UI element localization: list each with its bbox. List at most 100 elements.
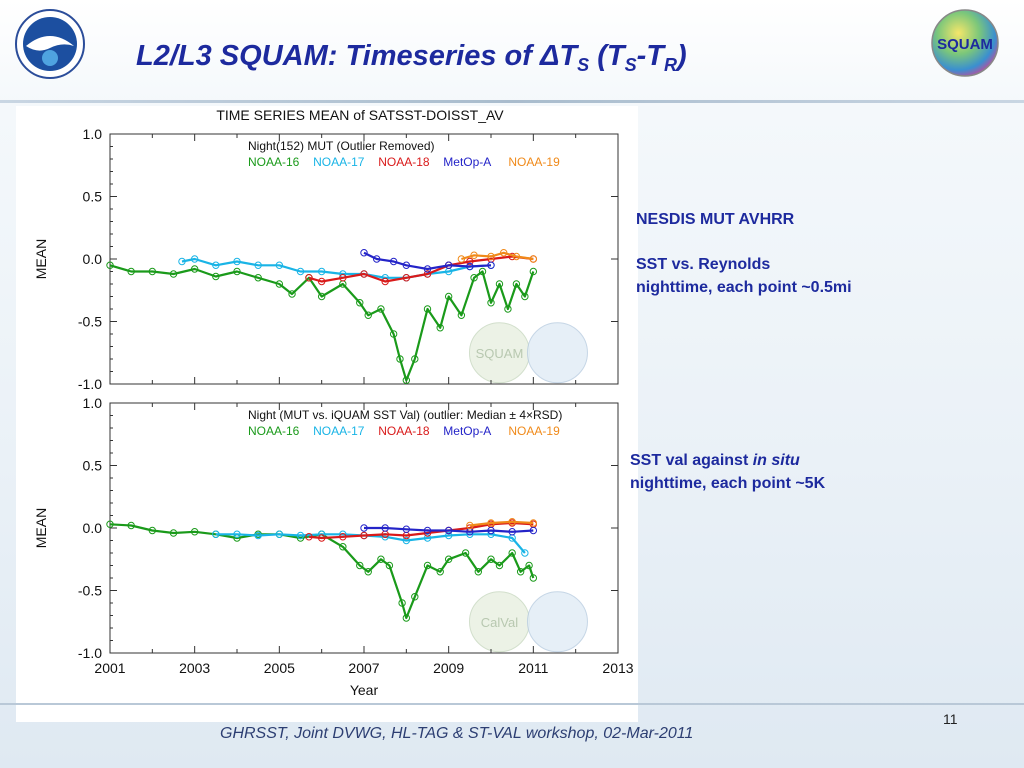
data-point-noaa-16	[127, 521, 135, 530]
data-point-metop-a	[444, 261, 453, 269]
data-point-noaa-17	[296, 531, 305, 540]
legend-entry-noaa-17: NOAA-17	[313, 155, 365, 169]
data-point-noaa-16	[398, 599, 406, 607]
data-point-noaa-16	[127, 267, 135, 276]
data-point-metop-a	[360, 249, 368, 257]
data-point-noaa-16	[470, 274, 478, 282]
data-point-noaa-18	[305, 274, 313, 282]
annotation-bottom-line1: SST val against in situ	[630, 452, 800, 469]
data-point-noaa-16	[288, 290, 296, 298]
data-point-noaa-16	[444, 292, 453, 301]
data-point-noaa-16	[423, 561, 432, 570]
data-point-noaa-16	[106, 520, 114, 528]
data-point-noaa-16	[233, 267, 241, 276]
data-point-noaa-16	[148, 526, 157, 535]
data-point-noaa-18	[305, 533, 313, 541]
y-tick-label-2: 0.0	[83, 520, 103, 536]
data-point-noaa-19	[487, 252, 495, 261]
data-point-noaa-17	[254, 531, 262, 540]
watermark-label-1: SQUAM	[476, 346, 524, 361]
data-point-metop-a	[373, 255, 381, 263]
y-tick-label-1: -1.0	[78, 376, 102, 392]
data-point-noaa-16	[356, 561, 364, 570]
data-point-noaa-17	[233, 530, 241, 538]
timeseries-charts: SQUAM 1.0 0.5 0.0 -0.5 -1.0 MEAN TIME SERIES ME…	[33, 107, 634, 698]
y-axis-label-1: MEAN	[33, 239, 49, 279]
series-line-noaa-17-2	[215, 533, 526, 554]
data-point-noaa-16	[339, 543, 347, 551]
data-point-noaa-16	[106, 261, 114, 269]
data-point-noaa-16	[512, 280, 521, 288]
data-point-noaa-17	[178, 257, 186, 266]
data-point-metop-a	[389, 257, 398, 266]
data-point-noaa-19	[466, 521, 474, 530]
y-tick-label-2: -0.5	[78, 583, 102, 599]
chart-subtitle-2: Night (MUT vs. iQUAM SST Val) (outlier: …	[248, 408, 562, 422]
x-tick-label: 2013	[602, 660, 633, 676]
data-point-noaa-16	[364, 568, 372, 576]
data-point-metop-a	[423, 265, 432, 273]
data-point-noaa-16	[389, 330, 398, 338]
data-point-noaa-16	[356, 299, 364, 307]
data-point-noaa-16	[508, 549, 516, 557]
legend-entry-noaa-18: NOAA-18	[378, 155, 430, 169]
footer-text: GHRSST, Joint DVWG, HL-TAG & ST-VAL work…	[220, 725, 694, 742]
data-point-noaa-16	[516, 568, 525, 576]
data-point-metop-a	[402, 525, 411, 533]
data-point-noaa-16	[525, 561, 533, 570]
watermark-noaa-icon-2	[526, 591, 588, 653]
data-point-metop-a	[444, 526, 453, 535]
watermark-noaa-icon-1	[526, 322, 588, 384]
data-point-noaa-16	[521, 292, 529, 301]
data-point-noaa-16	[402, 614, 411, 622]
data-point-noaa-18	[381, 277, 389, 286]
data-point-noaa-16	[487, 299, 495, 307]
data-point-noaa-17	[444, 531, 453, 540]
data-point-noaa-16	[148, 267, 157, 276]
series-line-noaa-17-1	[181, 257, 492, 279]
data-point-noaa-16	[364, 311, 372, 319]
series-line-metop-a-2	[364, 526, 534, 533]
data-point-noaa-19	[529, 519, 538, 527]
x-tick-label: 2003	[179, 660, 210, 676]
data-point-noaa-18	[360, 531, 368, 540]
x-tick-label: 2007	[348, 660, 379, 676]
data-point-noaa-17	[275, 261, 284, 269]
squam-logo-icon: SQUAM	[931, 9, 999, 77]
legend-entry-noaa-19: NOAA-19	[508, 155, 560, 169]
data-point-noaa-16	[212, 272, 220, 281]
legend-entry-noaa-19: NOAA-19	[508, 424, 560, 438]
x-axis-label: Year	[350, 682, 379, 698]
annotation-top-line1: SST vs. Reynolds	[636, 256, 771, 273]
data-point-noaa-16	[495, 280, 504, 288]
data-point-noaa-18	[339, 533, 347, 541]
data-point-noaa-16	[385, 561, 394, 570]
data-point-noaa-19	[457, 255, 466, 263]
data-point-noaa-19	[500, 249, 508, 257]
annotation-top-line2: nighttime, each point ~0.5mi	[636, 279, 852, 296]
legend-entry-metop-a: MetOp-A	[443, 424, 491, 438]
data-point-noaa-17	[190, 255, 199, 263]
page-number: 11	[943, 711, 958, 727]
data-point-noaa-16	[190, 528, 199, 536]
data-point-noaa-18	[466, 257, 474, 266]
data-point-noaa-19	[470, 251, 478, 259]
data-point-noaa-17	[296, 267, 305, 276]
data-point-noaa-18	[360, 270, 368, 278]
footer: 11 GHRSST, Joint DVWG, HL-TAG & ST-VAL w…	[0, 703, 1024, 768]
data-point-noaa-16	[436, 324, 444, 332]
data-point-noaa-16	[444, 555, 453, 563]
data-point-noaa-16	[529, 574, 538, 582]
noaa-logo-icon	[15, 9, 85, 79]
y-axis-label-2: MEAN	[33, 508, 49, 548]
legend-entry-metop-a: MetOp-A	[443, 155, 491, 169]
series-line-noaa-19-2	[469, 520, 534, 527]
annotation-top-heading: NESDIS MUT AVHRR	[636, 211, 795, 228]
data-point-noaa-19	[512, 252, 521, 261]
chart-title: TIME SERIES MEAN of SATSST-DOISST_AV	[216, 107, 504, 123]
data-point-noaa-18	[423, 270, 432, 278]
data-point-noaa-16	[457, 311, 466, 319]
data-point-noaa-17	[233, 257, 241, 266]
data-point-noaa-19	[508, 518, 516, 526]
data-point-noaa-16	[402, 376, 411, 384]
